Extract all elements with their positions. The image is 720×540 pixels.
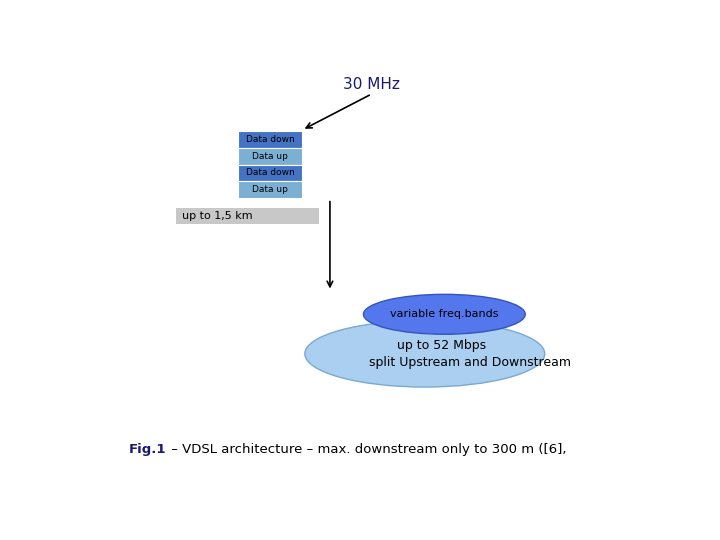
Text: variable freq.bands: variable freq.bands: [390, 309, 498, 319]
Text: up to 52 Mbps: up to 52 Mbps: [397, 339, 486, 352]
Text: up to 1,5 km: up to 1,5 km: [182, 211, 253, 221]
Text: Data up: Data up: [252, 152, 288, 161]
Text: Data up: Data up: [252, 185, 288, 194]
FancyBboxPatch shape: [238, 181, 302, 198]
Text: split Upstream and Downstream: split Upstream and Downstream: [369, 356, 571, 369]
FancyBboxPatch shape: [176, 208, 319, 224]
Text: – VDSL architecture – max. downstream only to 300 m ([6],: – VDSL architecture – max. downstream on…: [167, 443, 567, 456]
Text: Data down: Data down: [246, 168, 294, 178]
Text: 30 MHz: 30 MHz: [343, 77, 400, 92]
Text: Data down: Data down: [246, 135, 294, 144]
FancyBboxPatch shape: [238, 131, 302, 148]
Text: Fig.1: Fig.1: [129, 443, 166, 456]
FancyBboxPatch shape: [238, 148, 302, 165]
Ellipse shape: [305, 321, 545, 387]
FancyBboxPatch shape: [238, 165, 302, 181]
Ellipse shape: [364, 294, 526, 334]
